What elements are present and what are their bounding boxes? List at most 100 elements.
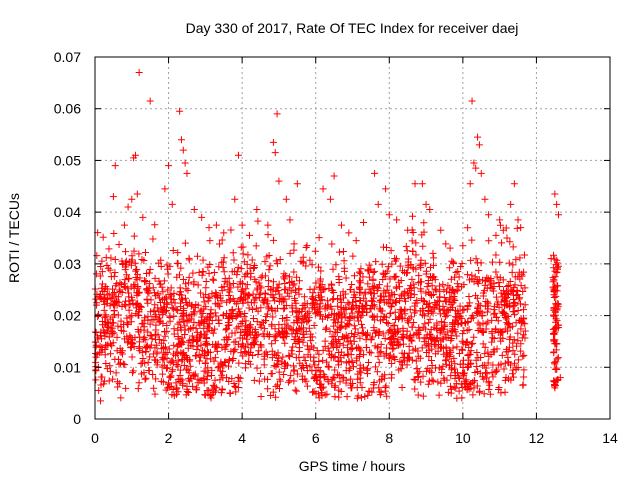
data-point [177, 326, 185, 334]
data-point [342, 274, 350, 282]
data-point [224, 335, 232, 343]
data-point [159, 288, 167, 296]
data-point [98, 280, 106, 288]
data-point [319, 356, 327, 364]
data-point [492, 325, 500, 333]
data-point [203, 387, 211, 395]
data-point [309, 388, 317, 396]
data-point [376, 292, 384, 300]
data-point [513, 342, 521, 350]
data-point [346, 314, 354, 322]
data-point [114, 383, 122, 391]
data-point [293, 313, 301, 321]
data-point [439, 280, 447, 288]
data-point [111, 268, 119, 276]
data-point [303, 382, 311, 390]
data-point [142, 374, 150, 382]
data-point [337, 324, 345, 332]
data-point [150, 384, 158, 392]
data-point [364, 280, 372, 288]
data-point [150, 307, 158, 315]
data-point [158, 283, 166, 291]
data-point [442, 287, 450, 295]
data-point [237, 328, 245, 336]
data-point [361, 305, 369, 313]
data-point [346, 364, 354, 372]
data-point [479, 329, 487, 337]
data-point [323, 390, 331, 398]
data-point [424, 380, 432, 388]
data-point [257, 393, 265, 401]
data-point [200, 298, 208, 306]
data-point [128, 195, 136, 203]
data-point [146, 353, 154, 361]
data-point [138, 256, 146, 264]
data-point [409, 265, 417, 273]
data-point [197, 318, 205, 326]
data-point [262, 317, 270, 325]
data-point [206, 261, 214, 269]
data-point [506, 238, 514, 246]
data-point [151, 301, 159, 309]
data-point [459, 306, 467, 314]
data-point [407, 313, 415, 321]
data-point [519, 352, 527, 360]
data-point [514, 337, 522, 345]
data-point [390, 328, 398, 336]
data-point [169, 357, 177, 365]
data-point [141, 375, 149, 383]
data-point [328, 380, 336, 388]
data-point [122, 257, 130, 265]
data-point [357, 369, 365, 377]
data-point [485, 211, 493, 219]
data-point [128, 369, 136, 377]
data-point [511, 350, 519, 358]
data-point [241, 364, 249, 372]
data-point [442, 334, 450, 342]
data-point [211, 354, 219, 362]
data-point [508, 268, 516, 276]
data-point [431, 276, 439, 284]
data-point [158, 363, 166, 371]
data-point [339, 341, 347, 349]
data-point [317, 389, 325, 397]
data-point [331, 316, 339, 324]
data-point [170, 341, 178, 349]
data-point [92, 328, 100, 336]
data-point [177, 288, 185, 296]
data-point [166, 291, 174, 298]
data-point [286, 377, 294, 385]
data-point [182, 391, 190, 399]
data-point [264, 231, 272, 239]
data-point [518, 334, 526, 342]
data-point [475, 141, 483, 149]
data-point [97, 373, 105, 381]
data-point [334, 302, 342, 310]
data-point [503, 282, 511, 290]
data-point [410, 375, 418, 383]
data-point [521, 301, 529, 309]
data-point [290, 336, 298, 344]
data-point [271, 297, 279, 305]
data-point [245, 357, 253, 365]
data-point [425, 347, 433, 355]
data-point [303, 342, 311, 350]
data-point [319, 315, 327, 323]
data-point [184, 375, 192, 383]
data-point [261, 258, 269, 266]
data-point [385, 211, 393, 219]
data-point [232, 383, 240, 391]
data-point [521, 284, 529, 292]
data-point [275, 321, 283, 329]
data-point [289, 308, 297, 316]
data-point [383, 267, 391, 275]
data-point [505, 281, 513, 289]
data-point [550, 304, 558, 312]
data-point [101, 332, 109, 340]
data-point [202, 284, 210, 292]
data-point [381, 384, 389, 392]
data-point [411, 180, 419, 188]
data-point [322, 325, 330, 333]
data-point [358, 320, 366, 328]
data-point [503, 293, 511, 301]
